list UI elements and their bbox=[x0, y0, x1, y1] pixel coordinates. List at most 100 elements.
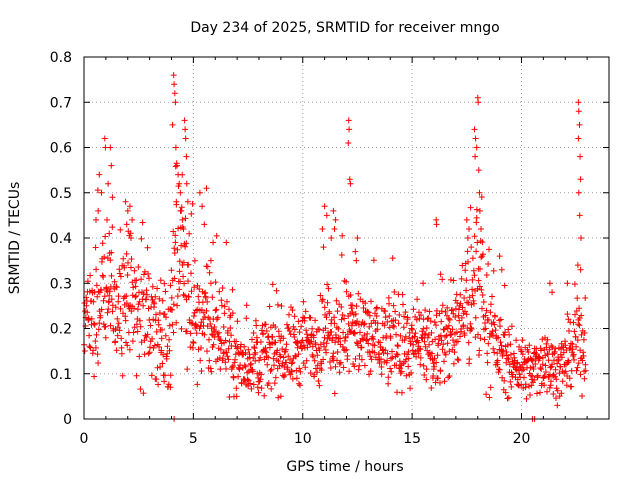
data-point bbox=[546, 280, 553, 287]
data-point bbox=[145, 305, 152, 312]
data-point bbox=[479, 292, 486, 298]
data-point bbox=[105, 306, 112, 313]
data-point bbox=[506, 361, 513, 368]
data-point bbox=[97, 312, 104, 319]
data-point bbox=[352, 311, 359, 317]
data-point bbox=[433, 221, 440, 228]
data-point bbox=[420, 325, 427, 332]
data-point bbox=[353, 257, 360, 264]
data-point bbox=[389, 255, 396, 262]
data-point bbox=[108, 162, 115, 169]
data-point bbox=[215, 329, 222, 336]
data-point bbox=[245, 377, 252, 384]
data-point bbox=[196, 189, 203, 196]
x-axis: 0 5 10 15 20 bbox=[80, 57, 588, 447]
data-point bbox=[465, 299, 472, 306]
data-point bbox=[172, 99, 179, 106]
data-point bbox=[243, 302, 250, 309]
data-point bbox=[136, 353, 143, 360]
data-point bbox=[426, 308, 433, 315]
data-point bbox=[118, 335, 125, 342]
data-point bbox=[365, 309, 372, 316]
data-point bbox=[570, 351, 577, 358]
x-tick-label: 10 bbox=[294, 431, 312, 447]
data-point bbox=[506, 331, 513, 338]
data-point bbox=[338, 252, 345, 258]
data-point bbox=[505, 356, 512, 363]
data-point bbox=[384, 350, 391, 357]
data-point bbox=[572, 311, 578, 318]
data-point bbox=[572, 333, 579, 340]
data-point bbox=[129, 216, 136, 223]
data-point bbox=[367, 353, 374, 360]
data-point bbox=[229, 310, 236, 317]
data-point bbox=[252, 357, 259, 364]
data-point bbox=[112, 338, 119, 345]
data-point bbox=[166, 322, 173, 329]
data-point bbox=[496, 253, 503, 260]
data-point bbox=[354, 318, 361, 325]
data-point bbox=[354, 235, 361, 241]
data-point bbox=[431, 319, 438, 326]
data-point bbox=[260, 330, 267, 337]
data-point bbox=[479, 239, 486, 246]
data-point bbox=[158, 347, 165, 354]
data-point bbox=[172, 232, 179, 239]
data-point bbox=[396, 311, 403, 318]
data-point bbox=[175, 171, 182, 178]
data-point bbox=[154, 285, 161, 292]
data-point bbox=[94, 351, 101, 358]
data-point bbox=[116, 266, 123, 273]
data-point bbox=[182, 243, 189, 250]
data-point bbox=[568, 383, 575, 390]
data-point bbox=[113, 347, 120, 354]
data-point bbox=[122, 317, 129, 324]
data-point bbox=[109, 194, 116, 201]
data-point bbox=[269, 334, 276, 340]
data-point bbox=[444, 340, 451, 347]
data-point bbox=[465, 339, 472, 346]
data-point bbox=[507, 351, 514, 358]
data-point bbox=[183, 180, 190, 187]
data-point bbox=[378, 364, 385, 370]
data-point bbox=[551, 357, 557, 364]
data-point bbox=[577, 266, 584, 273]
data-point bbox=[463, 311, 470, 318]
data-point bbox=[302, 364, 309, 371]
data-point bbox=[169, 321, 176, 328]
data-point bbox=[289, 368, 295, 375]
data-point bbox=[441, 358, 447, 365]
data-point bbox=[485, 340, 492, 347]
data-point bbox=[547, 364, 554, 371]
data-point bbox=[167, 384, 174, 391]
y-tick-label: 0.3 bbox=[50, 276, 72, 292]
data-point bbox=[448, 331, 455, 338]
data-point bbox=[393, 351, 400, 357]
data-point bbox=[360, 305, 367, 311]
data-point bbox=[117, 305, 124, 312]
data-point bbox=[458, 275, 465, 282]
data-point bbox=[201, 331, 208, 338]
data-point bbox=[307, 314, 314, 321]
data-point bbox=[188, 270, 194, 277]
data-point bbox=[224, 353, 231, 360]
data-point bbox=[347, 292, 354, 298]
data-point bbox=[467, 320, 474, 327]
data-point bbox=[170, 329, 177, 336]
data-point bbox=[475, 99, 482, 106]
data-point bbox=[452, 305, 459, 312]
data-point bbox=[486, 246, 492, 253]
data-point bbox=[483, 272, 490, 278]
data-point bbox=[139, 219, 146, 226]
data-point bbox=[545, 357, 552, 364]
data-point bbox=[224, 298, 230, 305]
data-point bbox=[319, 226, 326, 232]
data-point bbox=[574, 337, 581, 344]
data-point bbox=[403, 320, 410, 327]
data-point bbox=[496, 366, 503, 373]
data-point bbox=[430, 360, 437, 367]
data-point bbox=[495, 334, 502, 341]
data-point bbox=[505, 394, 512, 401]
data-point bbox=[321, 343, 328, 350]
data-point bbox=[558, 340, 565, 347]
